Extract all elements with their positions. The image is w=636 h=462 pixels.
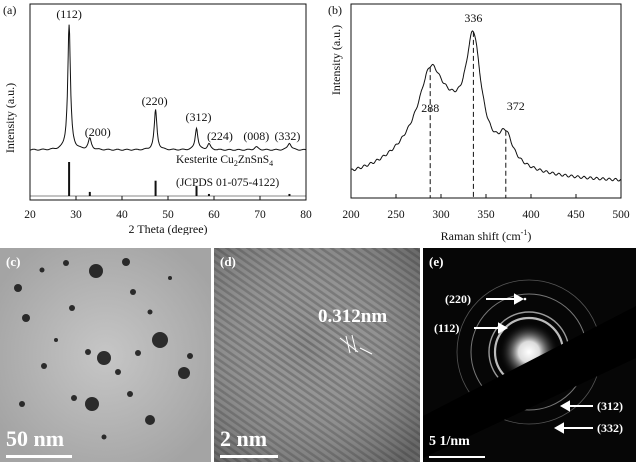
scale-label-d: 2 nm xyxy=(220,426,268,451)
raman-peak-label: 288 xyxy=(421,101,439,115)
nanoparticle xyxy=(22,314,30,322)
xrd-tick-label: 40 xyxy=(116,209,128,221)
nanoparticle xyxy=(127,391,133,397)
scale-bar-c xyxy=(6,455,72,458)
nanoparticle xyxy=(147,309,153,315)
raman-tick-label: 300 xyxy=(432,209,450,221)
raman-chart: (b) Intensity (a.u.) 288 336 372 200 250 300… xyxy=(328,3,630,243)
nanoparticle xyxy=(178,367,190,379)
saed-image-e: (e) (220) (112) (312) (332) 5 1/nm xyxy=(423,248,636,462)
ring-label-332: (332) xyxy=(597,421,623,435)
xrd-peak-label: (200) xyxy=(85,125,111,139)
nanoparticle xyxy=(41,363,47,369)
xrd-peak-label: (312) xyxy=(186,110,212,124)
raman-plot-frame xyxy=(350,3,622,199)
xrd-tick-label: 30 xyxy=(70,209,82,221)
nanoparticle xyxy=(71,395,77,401)
nanoparticle xyxy=(135,350,141,356)
ring-label-312: (312) xyxy=(597,399,623,413)
xrd-tick-label: 60 xyxy=(208,209,220,221)
nanoparticle xyxy=(152,332,168,348)
raman-tick-label: 450 xyxy=(567,209,585,221)
xrd-tick-label: 20 xyxy=(24,209,36,221)
nanoparticle xyxy=(187,353,193,359)
scale-label-c: 50 nm xyxy=(6,426,65,451)
xrd-tick-label: 80 xyxy=(300,209,312,221)
xrd-peak-label: (112) xyxy=(56,7,82,21)
hrtem-image-d: (d) 0.312nm 2 nm xyxy=(214,248,420,462)
xrd-peak-label: (224) xyxy=(207,129,233,143)
xrd-tick-label: 70 xyxy=(254,209,266,221)
raman-x-ticks: 200 250 300 350 400 450 500 xyxy=(342,194,630,221)
nanoparticle xyxy=(85,349,91,355)
xrd-curve xyxy=(29,24,307,151)
raman-tick-label: 400 xyxy=(522,209,540,221)
panel-label-b: (b) xyxy=(328,3,342,17)
scale-label-e: 5 1/nm xyxy=(429,434,470,449)
hrtem-lattice xyxy=(214,248,420,462)
panel-label-c: (c) xyxy=(6,254,21,269)
raman-peak-labels: 288 336 372 xyxy=(421,11,525,115)
saed-pattern xyxy=(423,279,636,458)
scale-bar-d xyxy=(220,455,278,458)
nanoparticle xyxy=(97,351,111,365)
nanoparticle xyxy=(130,289,136,295)
raman-tick-label: 500 xyxy=(612,209,630,221)
nanoparticle xyxy=(85,397,99,411)
nanoparticle xyxy=(54,338,58,342)
xrd-peak-label: (008) xyxy=(243,129,269,143)
nanoparticle xyxy=(14,284,22,292)
nanoparticle xyxy=(89,264,103,278)
xrd-ylabel: Intensity (a.u.) xyxy=(3,83,17,153)
lattice-spacing-label: 0.312nm xyxy=(318,306,388,327)
xrd-chart: (a) Intensity (a.u.) (112) (200) (220) (312… xyxy=(3,3,312,235)
raman-tick-label: 350 xyxy=(477,209,495,221)
nanoparticle xyxy=(122,258,130,266)
xrd-peak-label: (332) xyxy=(274,129,300,143)
scale-bar-e xyxy=(429,456,485,458)
raman-xlabel: Raman shift (cm-1) xyxy=(441,228,532,243)
nanoparticle xyxy=(69,305,75,311)
nanoparticle xyxy=(168,276,172,280)
nanoparticle xyxy=(39,267,45,273)
panel-label-a: (a) xyxy=(3,3,16,17)
panel-label-e: (e) xyxy=(429,254,444,269)
nanoparticle xyxy=(19,401,25,407)
tem-image-c: (c) 50 nm xyxy=(0,248,211,462)
raman-ylabel: Intensity (a.u.) xyxy=(329,25,343,95)
raman-peak-label: 372 xyxy=(507,99,525,113)
xrd-peak-label: (220) xyxy=(142,94,168,108)
xrd-xlabel: 2 Theta (degree) xyxy=(128,222,207,235)
tem-c-particles xyxy=(0,248,211,462)
nanoparticle xyxy=(145,415,155,425)
xrd-reference-card: (JCPDS 01-075-4122) xyxy=(176,177,279,189)
ring-label-112: (112) xyxy=(434,321,460,335)
ring-label-220: (220) xyxy=(445,292,471,306)
xrd-reference-lines xyxy=(68,162,291,196)
panel-label-d: (d) xyxy=(220,254,236,269)
raman-peak-markers xyxy=(429,31,507,198)
xrd-reference-name: Kesterite Cu2ZnSnS4 xyxy=(176,154,273,168)
raman-curve xyxy=(350,30,622,182)
xrd-peak-labels: (112) (200) (220) (312) (224) (008) (332) xyxy=(56,7,300,143)
raman-tick-label: 250 xyxy=(387,209,405,221)
nanoparticle xyxy=(101,434,107,440)
xrd-x-ticks: 20 30 40 50 60 70 80 xyxy=(24,196,312,221)
raman-tick-label: 200 xyxy=(342,209,360,221)
nanoparticle xyxy=(63,260,69,266)
nanoparticle xyxy=(115,369,121,375)
xrd-tick-label: 50 xyxy=(162,209,174,221)
raman-peak-label: 336 xyxy=(464,11,482,25)
